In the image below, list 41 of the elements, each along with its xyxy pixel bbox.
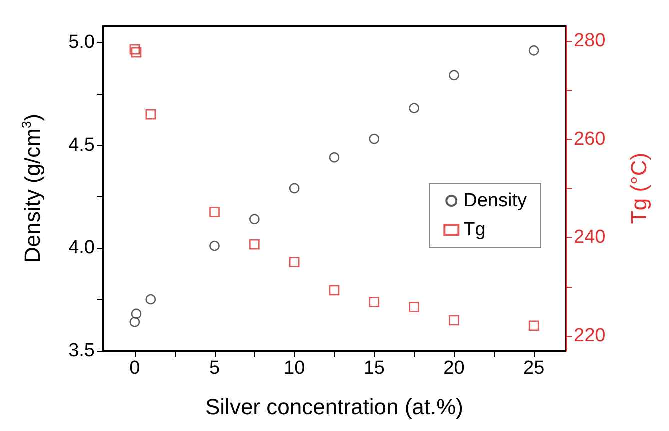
y-tick-label: 4.0 [68,238,95,259]
y-tick-label: 5.0 [68,32,95,53]
x-tick-label: 15 [364,358,385,379]
y2-tick-label: 280 [574,30,606,52]
point [369,297,380,308]
point [409,103,420,114]
y-tick-label: 3.5 [68,340,95,362]
point [289,257,300,268]
x-tick-label: 5 [209,358,220,379]
y2-tick-label: 220 [574,326,606,347]
y-axis-title: Density (g/cm3) [19,114,45,264]
point [131,308,142,320]
point [250,214,260,224]
point [289,183,300,194]
point [210,240,220,252]
y2-tick-label: 260 [574,128,606,150]
point [329,285,340,296]
point [130,317,140,328]
point [449,70,460,81]
point [369,134,380,144]
legend-label: Tg [464,220,486,240]
y2-tick-label: 240 [574,227,606,248]
x-axis-title: Silver concentration (at.%) [206,394,464,420]
y2-axis-title: Tg (°C) [626,152,652,224]
point [210,206,220,218]
legend-label: Density [464,190,528,212]
x-tick-label: 25 [524,358,545,379]
x-tick-label: 0 [130,358,140,379]
point [250,239,260,250]
point [528,46,540,56]
y-tick-label: 4.5 [68,134,95,156]
point [449,315,460,326]
point [131,47,142,58]
point [409,302,420,312]
point [528,320,540,332]
point [130,44,140,55]
point [146,294,156,305]
point [146,109,156,120]
x-tick-label: 20 [444,358,465,379]
x-tick-label: 10 [284,358,306,379]
point [329,152,340,163]
